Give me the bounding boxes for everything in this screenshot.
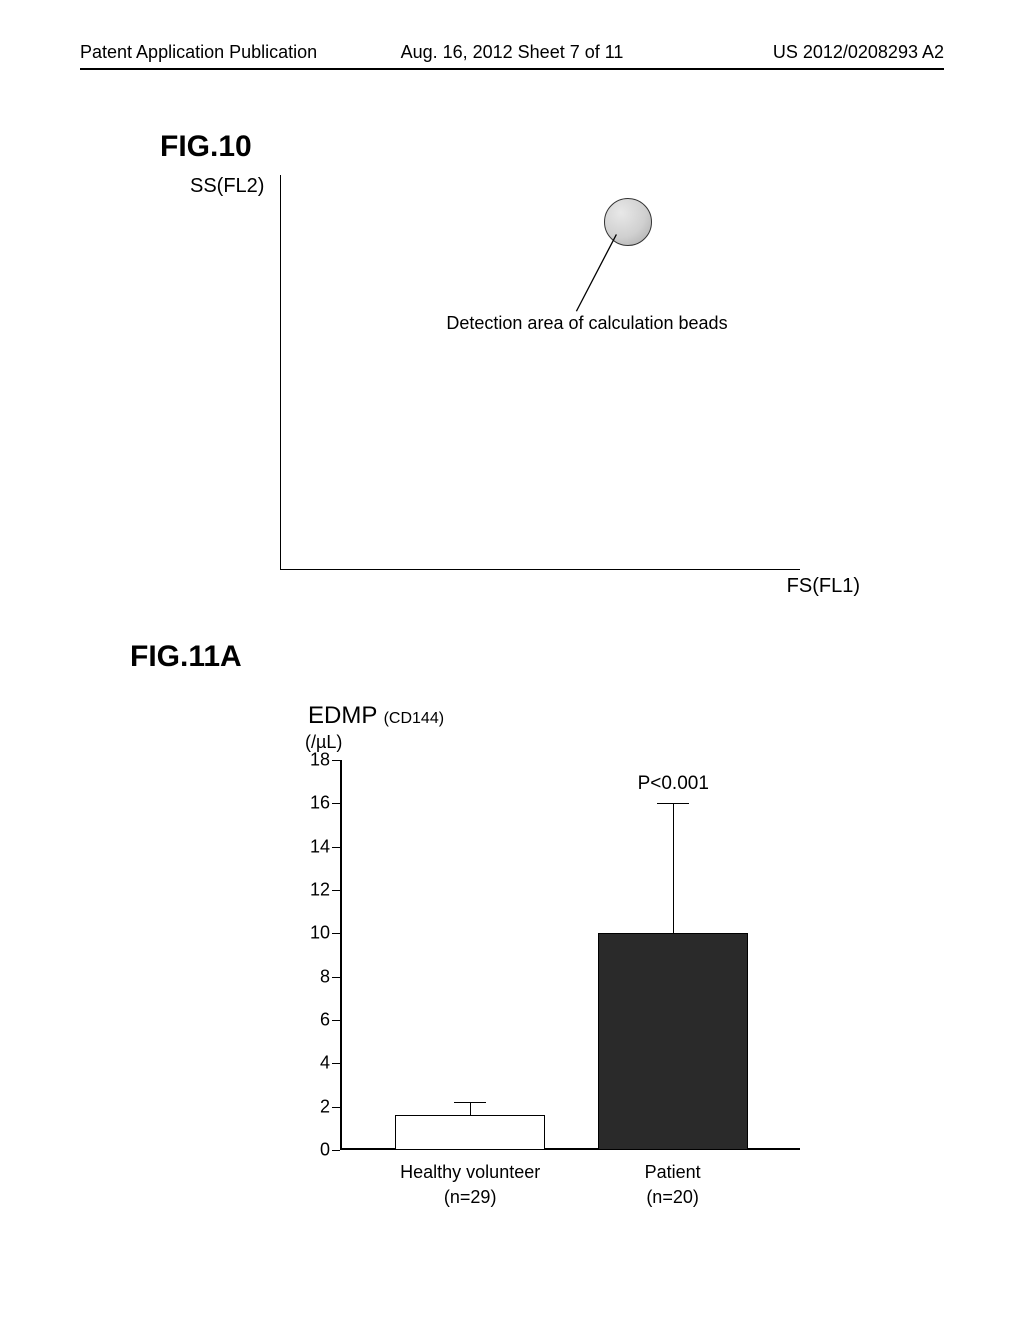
fig10-scatter-plot: SS(FL2) FS(FL1) Detection area of calcul… xyxy=(280,175,800,570)
fig11a-ytick-label: 18 xyxy=(302,750,330,771)
fig10-y-label: SS(FL2) xyxy=(190,175,264,198)
fig11a-ytick-label: 8 xyxy=(302,966,330,987)
fig11a-ytick-label: 2 xyxy=(302,1096,330,1117)
fig11a-ytick xyxy=(332,1150,340,1151)
fig11a-title-sub: (CD144) xyxy=(384,710,444,727)
fig11a-title-main: EDMP xyxy=(308,702,377,729)
fig11a-pvalue: P<0.001 xyxy=(638,773,709,795)
fig11a-error-cap xyxy=(657,803,689,804)
fig11a-bar xyxy=(395,1115,545,1150)
fig11a-ytick xyxy=(332,933,340,934)
fig11a-ytick xyxy=(332,1063,340,1064)
fig11a-bar xyxy=(598,933,748,1150)
fig11a-ytick-label: 6 xyxy=(302,1010,330,1031)
fig10-arrow xyxy=(280,175,800,570)
fig11a-ytick xyxy=(332,1020,340,1021)
fig11a-ytick xyxy=(332,890,340,891)
fig11a-ytick xyxy=(332,760,340,761)
fig11a-ytick-label: 16 xyxy=(302,793,330,814)
fig11a-error-stem xyxy=(673,803,674,933)
header-center: Aug. 16, 2012 Sheet 7 of 11 xyxy=(401,42,624,63)
fig10-annotation: Detection area of calculation beads xyxy=(446,313,727,334)
fig11a-bar-chart: P<0.001 024681012141618Healthy volunteer… xyxy=(340,760,800,1150)
fig10-x-axis xyxy=(280,569,800,570)
fig11a-ytick-label: 12 xyxy=(302,880,330,901)
fig11a-ytick xyxy=(332,977,340,978)
fig11a-ytick-label: 10 xyxy=(302,923,330,944)
fig11a-ytick-label: 4 xyxy=(302,1053,330,1074)
fig10-label: FIG.10 xyxy=(160,130,252,164)
fig10-bead-circle xyxy=(604,198,652,246)
fig11a-error-cap xyxy=(454,1102,486,1103)
fig11a-ytick xyxy=(332,803,340,804)
fig11a-category-label: Patient(n=20) xyxy=(583,1160,763,1210)
fig11a-y-axis xyxy=(340,760,342,1150)
fig11a-ytick-label: 14 xyxy=(302,836,330,857)
fig11a-label: FIG.11A xyxy=(130,640,242,674)
fig11a-ytick xyxy=(332,847,340,848)
fig11a-chart-title: EDMP (CD144) xyxy=(308,702,444,730)
header-rule xyxy=(80,68,944,70)
fig11a-category-label: Healthy volunteer(n=29) xyxy=(380,1160,560,1210)
fig10-x-label: FS(FL1) xyxy=(787,575,860,598)
fig10-y-axis xyxy=(280,175,281,570)
fig11a-error-stem xyxy=(470,1102,471,1115)
fig11a-ytick-label: 0 xyxy=(302,1140,330,1161)
header-left: Patent Application Publication xyxy=(80,42,317,63)
header-right: US 2012/0208293 A2 xyxy=(773,42,944,63)
page-header: Patent Application Publication Aug. 16, … xyxy=(0,42,1024,63)
fig11a-ytick xyxy=(332,1107,340,1108)
